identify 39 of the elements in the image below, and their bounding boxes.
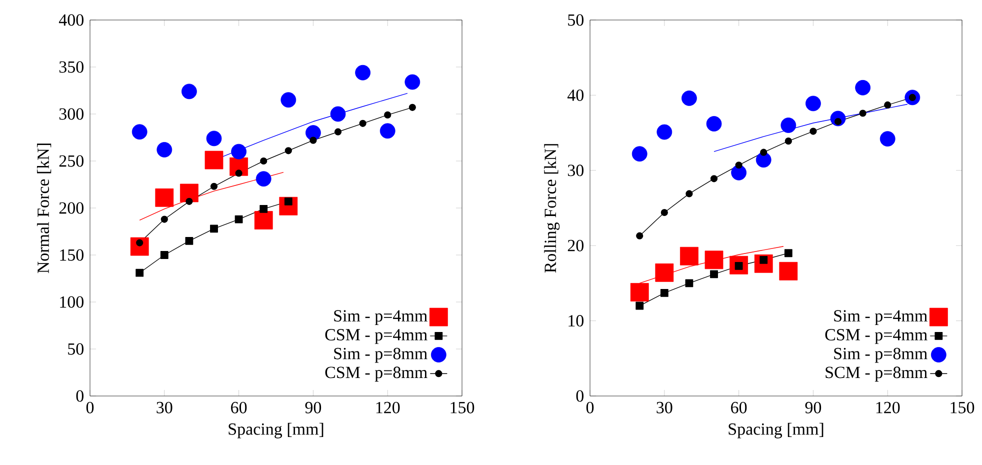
- y-tick-label: 50: [568, 14, 584, 26]
- y-tick-label: 40: [567, 89, 584, 101]
- legend-label: CSM - p=8mm: [325, 366, 428, 382]
- legend-label: Sim - p=8mm: [334, 348, 428, 363]
- x-tick-label: 150: [450, 402, 474, 414]
- y-axis-title: Normal Force [kN]: [37, 144, 52, 274]
- x-tick-label: 30: [656, 402, 672, 414]
- y-tick-label: 20: [568, 240, 584, 252]
- x-tick-label: 120: [876, 402, 900, 414]
- y-tick-label: 200: [59, 202, 84, 214]
- y-tick-label: 50: [68, 343, 84, 355]
- legend-label: CSM - p=4mm: [825, 329, 928, 344]
- legend-label: Sim - p=8mm: [834, 348, 928, 363]
- y-tick-label: 300: [59, 108, 84, 120]
- legend-label: CSM - p=4mm: [325, 329, 428, 344]
- legend-label: Sim - p=4mm: [334, 310, 428, 326]
- y-tick-label: 0: [76, 390, 84, 402]
- x-axis-title: Spacing [mm]: [228, 422, 324, 438]
- x-tick-label: 60: [731, 402, 747, 414]
- legend-label: SCM - p=8mm: [826, 366, 928, 382]
- x-tick-label: 120: [376, 402, 400, 414]
- y-tick-label: 30: [568, 164, 584, 176]
- y-tick-label: 100: [60, 296, 84, 308]
- x-tick-label: 90: [305, 402, 322, 414]
- y-tick-label: 150: [60, 249, 84, 261]
- x-tick-label: 0: [86, 402, 94, 414]
- y-tick-label: 250: [59, 155, 84, 167]
- x-tick-label: 60: [231, 402, 247, 414]
- x-tick-label: 0: [586, 402, 594, 414]
- legend-label: Sim - p=4mm: [834, 310, 928, 326]
- y-axis-title: Rolling Force [kN]: [544, 144, 560, 273]
- y-tick-label: 400: [58, 14, 84, 26]
- y-tick-label: 10: [568, 315, 584, 327]
- y-tick-label: 0: [576, 390, 584, 402]
- y-tick-label: 350: [59, 61, 84, 73]
- x-tick-label: 90: [805, 402, 822, 414]
- x-tick-label: 150: [950, 402, 974, 414]
- x-tick-label: 30: [156, 402, 172, 414]
- x-axis-title: Spacing [mm]: [728, 422, 824, 438]
